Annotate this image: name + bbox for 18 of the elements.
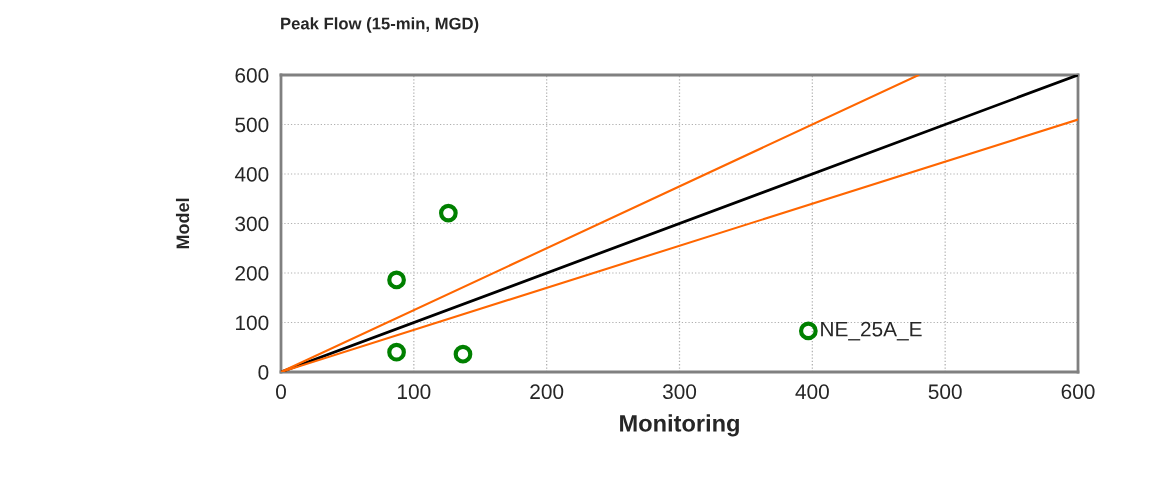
x-axis-title: Monitoring xyxy=(620,414,739,437)
x-tick-label: 500 xyxy=(928,384,962,400)
x-tick-label: 100 xyxy=(398,384,431,400)
annotation: NE_25A_E xyxy=(821,321,922,341)
x-tick-label: 300 xyxy=(662,384,697,400)
y-tick-label: 100 xyxy=(236,315,269,331)
x-tick-label: 200 xyxy=(530,384,564,400)
chart-title: Peak Flow (15-min, MGD) xyxy=(281,17,479,33)
y-tick-label: 300 xyxy=(235,216,269,232)
y-tick-label: 500 xyxy=(235,117,269,133)
y-tick-label: 0 xyxy=(258,365,269,380)
y-tick-label: 200 xyxy=(235,266,269,281)
x-tick-label: 400 xyxy=(795,384,829,400)
x-tick-label: 0 xyxy=(276,384,286,400)
x-tick-label: 600 xyxy=(1061,384,1095,400)
y-tick-label: 600 xyxy=(235,68,269,83)
y-axis-title: Model xyxy=(175,198,190,249)
y-tick-label: 400 xyxy=(234,167,269,182)
